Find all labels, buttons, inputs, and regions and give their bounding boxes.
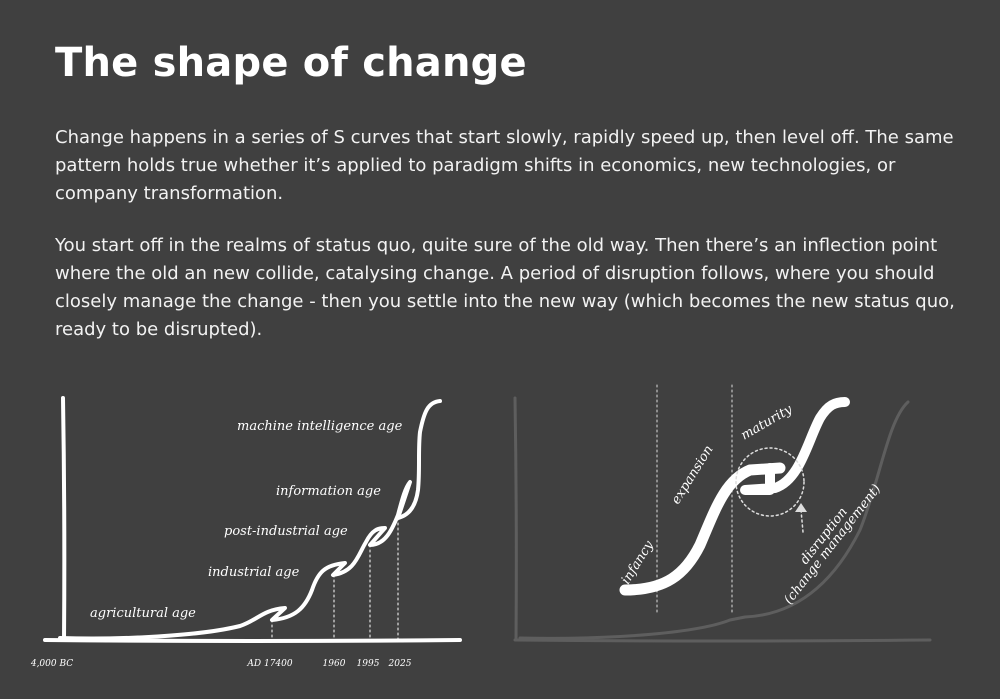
arrow-head: [795, 503, 807, 512]
left-diagram: [43, 396, 462, 643]
paragraph: You start off in the realms of status qu…: [55, 235, 955, 340]
axis-label: 1995: [357, 659, 380, 669]
axis-label: 1960: [323, 659, 346, 669]
phase-label: maturity: [739, 402, 796, 444]
s-curve: [740, 397, 850, 495]
phase-label: infancy: [619, 538, 658, 587]
axis-label: 4,000 BC: [30, 659, 73, 669]
age-label: industrial age: [208, 565, 300, 580]
phase-label: expansion: [669, 443, 717, 507]
growth-curve: [58, 399, 442, 641]
axis-label: AD 17400: [246, 659, 292, 669]
y-axis: [513, 396, 518, 642]
right-diagram: [513, 384, 932, 643]
axis-label: 2025: [388, 659, 412, 669]
y-axis: [61, 396, 67, 642]
next-curve: [518, 400, 910, 640]
age-label: machine intelligence age: [237, 419, 403, 434]
title: The shape of change: [55, 40, 527, 86]
paragraph: Change happens in a series of S curves t…: [55, 127, 954, 204]
disruption-note: (change management): [781, 482, 884, 608]
age-label: information age: [276, 484, 381, 499]
age-label: post-industrial age: [224, 524, 348, 539]
disruption-circle: [735, 447, 805, 517]
arrow: [800, 509, 804, 533]
x-axis: [513, 638, 932, 643]
age-label: agricultural age: [90, 606, 196, 621]
